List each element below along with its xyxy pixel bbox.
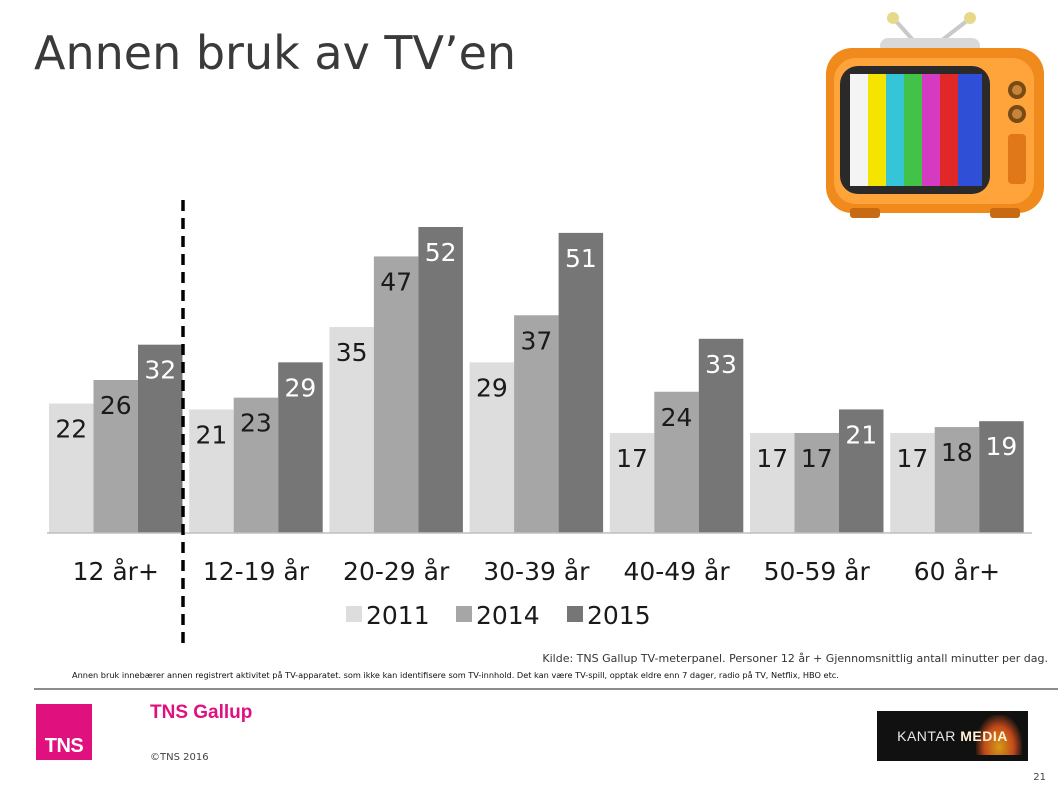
category-labels-layer: 12 år+ 12-19 år 20-29 år 30-39 år 40-49 år 50… — [73, 557, 1001, 586]
bar-2015-4 — [698, 338, 744, 533]
data-label: 23 — [240, 409, 272, 438]
legend-label: 2015 — [587, 601, 651, 630]
brand-name: TNS Gallup — [150, 702, 253, 723]
data-label: 24 — [661, 403, 693, 432]
data-label: 22 — [55, 415, 87, 444]
legend-swatch-2015 — [567, 606, 583, 622]
flame-icon — [976, 715, 1022, 755]
data-label: 32 — [144, 356, 176, 385]
bar-2015-3 — [558, 232, 604, 533]
bar-2011-5 — [750, 432, 795, 533]
tns-logo: TNS — [36, 704, 92, 760]
bar-2011-0 — [49, 403, 94, 533]
data-label: 35 — [336, 338, 368, 367]
legend-label: 2011 — [366, 601, 430, 630]
tv-illustration — [826, 12, 1044, 218]
bar-chart: 22 26 32 21 23 29 35 47 52 29 37 51 17 24 33 17 17 21 17 18… — [47, 200, 1032, 648]
bar-2014-3 — [514, 315, 559, 533]
kantar-word: KANTAR — [897, 728, 956, 744]
legend-swatch-2014 — [456, 606, 472, 622]
bar-2015-6 — [979, 421, 1024, 533]
tns-logo-text: TNS — [44, 735, 84, 757]
bar-2011-4 — [609, 432, 655, 533]
bar-2014-1 — [233, 397, 279, 533]
bar-2014-5 — [794, 432, 839, 533]
bar-2014-6 — [934, 427, 980, 533]
data-label: 17 — [616, 444, 648, 473]
media-word: MEDIA — [960, 728, 1008, 744]
bar-2015-5 — [839, 409, 884, 533]
bar-2015-1 — [278, 362, 323, 533]
bar-2015-0 — [138, 344, 183, 533]
category-label: 60 år+ — [914, 557, 1000, 586]
category-label: 12 år+ — [73, 557, 159, 586]
legend-label: 2014 — [476, 601, 540, 630]
bar-2011-1 — [189, 409, 234, 533]
bar-2011-6 — [890, 432, 935, 533]
bar-2014-0 — [93, 380, 138, 533]
data-label: 17 — [801, 444, 833, 473]
data-label: 29 — [476, 373, 508, 402]
category-label: 40-49 år — [623, 557, 730, 586]
data-label: 19 — [986, 432, 1018, 461]
bars-layer — [49, 227, 1024, 533]
data-label: 51 — [565, 244, 597, 273]
data-label: 21 — [845, 420, 877, 449]
category-label: 30-39 år — [483, 557, 590, 586]
data-label: 37 — [520, 326, 552, 355]
category-label: 50-59 år — [764, 557, 871, 586]
data-label: 17 — [897, 444, 929, 473]
legend-swatch-2011 — [346, 606, 362, 622]
data-label: 18 — [941, 438, 973, 467]
value-labels-layer: 22 26 32 21 23 29 35 47 52 29 37 51 17 24 33 17 17 21 17 18… — [55, 238, 1017, 473]
data-label: 33 — [705, 350, 737, 379]
category-label: 12-19 år — [203, 557, 310, 586]
category-label: 20-29 år — [343, 557, 450, 586]
data-label: 29 — [285, 373, 317, 402]
bar-2015-2 — [418, 227, 463, 533]
page-number: 21 — [1033, 772, 1046, 783]
copyright: ©TNS 2016 — [150, 752, 209, 763]
data-label: 21 — [196, 420, 228, 449]
definition-note: Annen bruk innebærer annen registrert ak… — [72, 670, 839, 680]
bar-2011-2 — [329, 327, 374, 533]
bar-2014-4 — [654, 391, 699, 533]
slide-title: Annen bruk av TV’en — [34, 26, 517, 80]
kantar-media-text: KANTAR MEDIA — [897, 728, 1008, 744]
footer-divider — [34, 688, 1058, 690]
data-label: 17 — [756, 444, 788, 473]
bar-2011-3 — [469, 362, 515, 533]
data-label: 52 — [425, 238, 457, 267]
data-label: 26 — [100, 391, 132, 420]
source-note: Kilde: TNS Gallup TV-meterpanel. Persone… — [542, 652, 1048, 665]
data-label: 47 — [380, 267, 412, 296]
kantar-media-logo: KANTAR MEDIA — [877, 711, 1028, 761]
bar-2014-2 — [373, 256, 419, 533]
legend: 2011 2014 2015 — [346, 601, 651, 630]
